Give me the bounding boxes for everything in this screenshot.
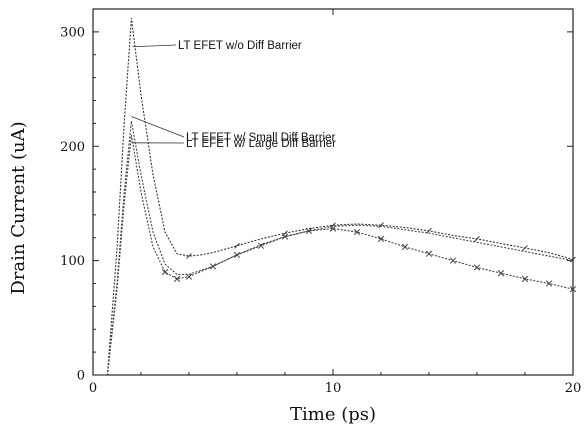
data-point-x-marker <box>161 268 169 276</box>
data-point-tick <box>378 222 384 229</box>
x-axis-title: Time (ps) <box>290 404 376 425</box>
marker-stroke <box>545 280 553 287</box>
marker-stroke <box>353 228 361 236</box>
marker-stroke <box>209 263 217 270</box>
data-point-x-marker <box>329 225 337 232</box>
data-point-x-marker <box>521 275 529 283</box>
series-line-3 <box>93 134 574 376</box>
y-axis-title: Drain Current (uA) <box>8 121 29 294</box>
data-point-tick <box>522 245 528 251</box>
annotation-layer: LT EFET w/o Diff Barrier LT EFET w/ Small… <box>131 40 336 150</box>
data-point-x-marker <box>173 275 181 283</box>
marker-stroke <box>233 251 241 259</box>
marker-stroke <box>425 250 433 257</box>
annotation-label-3: LT EFET w/ Large Diff Barrier <box>186 138 336 150</box>
data-point-x-marker <box>401 243 409 251</box>
data-point-x-marker <box>545 280 553 287</box>
data-point-x-marker <box>281 233 289 240</box>
x-tick-label: 10 <box>325 381 342 396</box>
data-point-x-marker <box>569 286 577 293</box>
data-point-x-marker <box>425 250 433 257</box>
marker-stroke <box>173 275 181 283</box>
y-tick-label: 0 <box>77 369 85 384</box>
data-point-tick <box>186 253 192 259</box>
annotation-label-1: LT EFET w/o Diff Barrier <box>178 40 302 52</box>
marker-stroke <box>257 242 265 249</box>
marker-stroke <box>473 264 481 271</box>
marker-stroke <box>521 275 529 283</box>
data-point-x-marker <box>377 235 385 243</box>
y-tick-label: 300 <box>60 25 85 40</box>
data-point-x-marker <box>209 263 217 270</box>
marker-stroke <box>305 227 313 235</box>
marker-stroke <box>569 286 577 293</box>
data-point-x-marker <box>473 264 481 271</box>
data-point-x-marker <box>305 227 313 235</box>
series-line-1 <box>93 18 574 376</box>
data-point-tick <box>570 256 576 263</box>
marker-stroke <box>281 233 289 240</box>
marker-stroke <box>497 270 505 277</box>
data-point-x-marker <box>233 251 241 259</box>
annotation-label-2: LT EFET w/ Small Diff Barrier <box>186 132 335 144</box>
marker-stroke <box>161 268 169 276</box>
marker-stroke <box>449 257 457 264</box>
data-point-tick <box>474 236 480 242</box>
plot-border <box>92 8 574 376</box>
data-point-x-marker <box>449 257 457 264</box>
y-tick-label: 200 <box>60 140 85 155</box>
marker-stroke <box>329 225 337 232</box>
marker-stroke <box>377 235 385 243</box>
data-point-tick <box>426 228 432 234</box>
data-point-x-marker <box>257 242 265 249</box>
annotation-leader <box>132 44 177 48</box>
data-point-x-marker <box>353 228 361 236</box>
x-tick-label: 0 <box>89 381 97 396</box>
series-layer <box>93 18 577 376</box>
x-tick-label: 20 <box>565 381 582 396</box>
y-tick-label: 100 <box>60 254 85 269</box>
data-point-tick <box>234 242 240 249</box>
data-point-x-marker <box>497 270 505 277</box>
marker-stroke <box>401 243 409 251</box>
annotation-leader <box>131 116 185 138</box>
marker-stroke <box>185 273 193 280</box>
plot-frame <box>92 8 574 376</box>
series-line-2 <box>93 121 574 376</box>
data-point-x-marker <box>185 273 193 280</box>
